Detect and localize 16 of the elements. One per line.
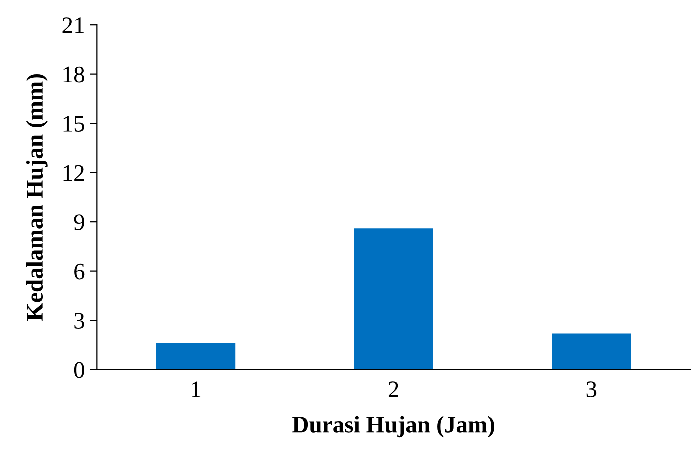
- y-tick-label: 21: [62, 18, 84, 34]
- x-tick-label: 3: [586, 382, 597, 398]
- x-tick-label: 2: [388, 382, 398, 398]
- bar: [156, 344, 236, 370]
- y-tick-label: 0: [74, 362, 84, 378]
- x-tick-label: 1: [192, 382, 201, 398]
- y-tick-label: 6: [74, 264, 85, 280]
- y-tick-label: 9: [74, 214, 84, 230]
- y-axis-title: Kedalaman Hujan (mm): [26, 74, 48, 321]
- x-axis-title: Durasi Hujan (Jam): [292, 416, 494, 438]
- y-tick-label: 15: [64, 116, 84, 132]
- y-tick-label: 18: [64, 66, 84, 83]
- y-tick-label: 12: [64, 165, 84, 182]
- y-tick-label: 3: [74, 313, 84, 329]
- bar: [354, 228, 434, 370]
- bar: [552, 334, 632, 370]
